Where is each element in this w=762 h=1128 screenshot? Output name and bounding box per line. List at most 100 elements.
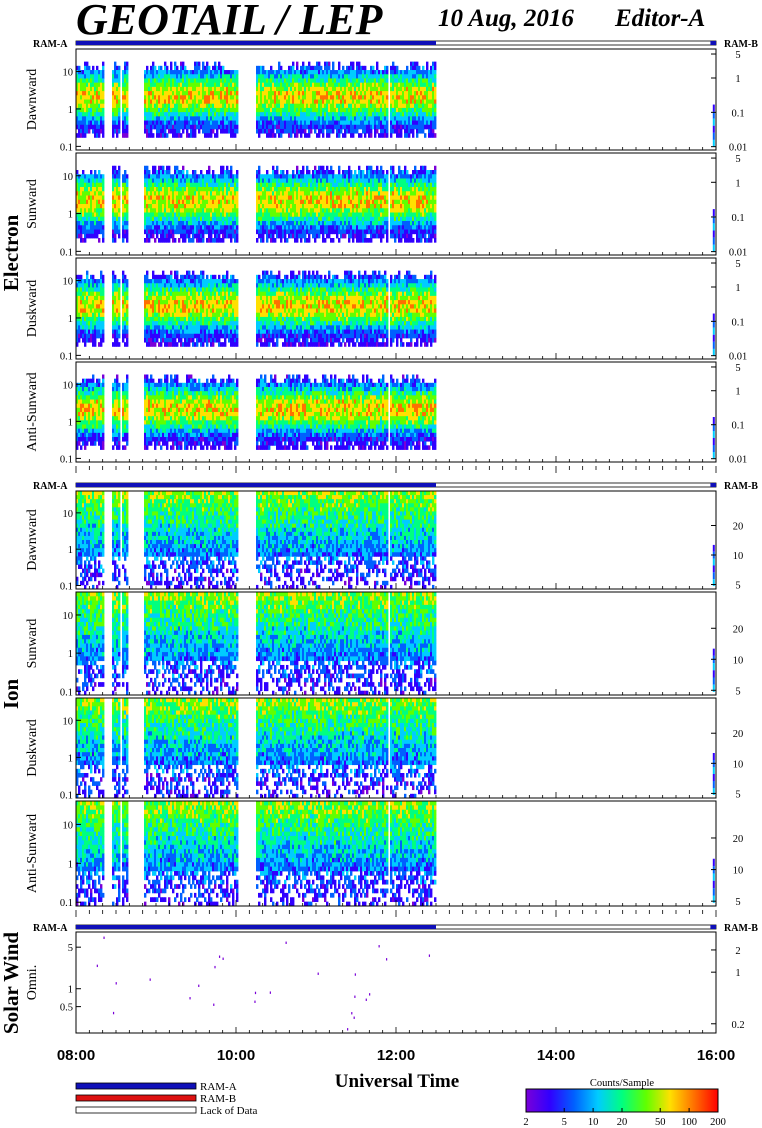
- panel-label: Duskward: [25, 719, 40, 777]
- mode-label-right: RAM-B: [724, 481, 758, 492]
- legend-label: RAM-A: [200, 1081, 237, 1093]
- right-tick-label: 1: [735, 968, 740, 979]
- panel-label: Omni.: [25, 965, 40, 1000]
- legend-swatch: [75, 1094, 197, 1102]
- time-tick-label: 12:00: [377, 1047, 415, 1064]
- legend-swatch: [75, 1106, 197, 1114]
- left-tick-label: 10: [63, 509, 74, 520]
- mode-bar-ram-b-segment: [710, 925, 716, 929]
- color-bar-tick-label: 10: [588, 1117, 599, 1128]
- right-tick-label: 0.1: [731, 108, 744, 119]
- spectrogram-panels: RAM-A RAM-B Electron Dawnward 10 1 0.1 5 1 0.1 0.0…: [0, 39, 758, 1034]
- right-tick-label: 0.1: [731, 213, 744, 224]
- left-tick-label: 10: [63, 380, 74, 391]
- panel-omni: Omni. 5 1 0.5 2 1 0.2: [25, 931, 745, 1034]
- left-tick-label: 5: [68, 943, 73, 954]
- panel-sunward: Sunward 10 1 0.1 20 10 5: [25, 591, 744, 698]
- plot-editor: Editor-A: [614, 5, 705, 32]
- panel-sunward: Sunward 10 1 0.1 5 1 0.1 0.01: [25, 152, 747, 259]
- panel-label: Anti-Sunward: [25, 814, 40, 893]
- color-bar-tick-label: 2: [523, 1117, 528, 1128]
- color-bar-tick-label: 100: [681, 1117, 697, 1128]
- left-tick-label: 0.1: [60, 247, 73, 258]
- legend-label: RAM-B: [200, 1093, 236, 1105]
- panel-duskward: Duskward 10 1 0.1 20 10 5: [25, 697, 744, 801]
- panel-label: Dawnward: [25, 509, 40, 570]
- left-tick-label: 1: [68, 859, 73, 870]
- right-tick-label: 20: [733, 834, 744, 845]
- time-axis: 08:00 10:00 12:00 14:00 16:00 Universal Time: [57, 1047, 735, 1092]
- color-bar-tick-label: 200: [710, 1117, 726, 1128]
- left-tick-label: 1: [68, 210, 73, 221]
- color-bar-title: Counts/Sample: [590, 1078, 655, 1089]
- mode-label-left: RAM-A: [33, 923, 68, 934]
- mode-bar-ram-a: [76, 41, 436, 45]
- right-tick-label: 10: [733, 866, 744, 877]
- left-tick-label: 1: [68, 417, 73, 428]
- left-tick-label: 10: [63, 68, 74, 79]
- mode-label-right: RAM-B: [724, 39, 758, 50]
- right-tick-label: 1: [735, 283, 740, 294]
- right-tick-label: 5: [735, 50, 740, 61]
- right-tick-label: 5: [735, 154, 740, 165]
- panel-anti-sunward: Anti-Sunward 10 1 0.1 20 10 5: [25, 800, 744, 909]
- panel-anti-sunward: Anti-Sunward 10 1 0.1 5 1 0.1 0.01: [25, 361, 747, 466]
- right-tick-label: 20: [733, 624, 744, 635]
- mode-bar: RAM-A RAM-B: [33, 923, 758, 934]
- left-tick-label: 1: [68, 105, 73, 116]
- right-tick-label: 0.2: [731, 1020, 744, 1031]
- right-tick-label: 5: [735, 789, 740, 800]
- mode-bar-ram-b-segment: [710, 483, 716, 487]
- group-label: Solar Wind: [0, 932, 23, 1034]
- right-tick-label: 0.01: [729, 455, 747, 466]
- color-bar-tick-label: 20: [617, 1117, 628, 1128]
- left-tick-label: 10: [63, 172, 74, 183]
- left-tick-label: 0.5: [60, 1003, 73, 1014]
- left-tick-label: 0.1: [60, 581, 73, 592]
- color-bar-tick-label: 5: [562, 1117, 567, 1128]
- mode-bar-ram-a: [76, 925, 436, 929]
- left-tick-label: 1: [68, 753, 73, 764]
- mode-label-right: RAM-B: [724, 923, 758, 934]
- right-tick-label: 20: [733, 522, 744, 533]
- right-tick-label: 1: [735, 74, 740, 85]
- legend-label: Lack of Data: [200, 1105, 258, 1117]
- right-tick-label: 10: [733, 655, 744, 666]
- legend-swatch: [75, 1082, 197, 1090]
- panel-label: Sunward: [25, 179, 40, 229]
- group-label: Ion: [0, 679, 23, 710]
- right-tick-label: 0.01: [729, 352, 747, 363]
- panel-label: Duskward: [25, 280, 40, 338]
- left-tick-label: 1: [68, 985, 73, 996]
- right-tick-label: 2: [735, 946, 740, 957]
- time-tick-label: 08:00: [57, 1047, 95, 1064]
- left-tick-label: 0.1: [60, 351, 73, 362]
- right-tick-label: 5: [735, 363, 740, 374]
- plot-date: 10 Aug, 2016: [438, 5, 574, 32]
- color-bar-tick-label: 50: [655, 1117, 666, 1128]
- color-scale: Counts/Sample 2 5 10 20 50 100 200: [523, 1078, 726, 1128]
- x-axis-label: Universal Time: [335, 1071, 459, 1092]
- right-tick-label: 5: [735, 259, 740, 270]
- mode-label-left: RAM-A: [33, 481, 68, 492]
- left-tick-label: 1: [68, 314, 73, 325]
- right-tick-label: 0.01: [729, 143, 747, 154]
- left-tick-label: 1: [68, 545, 73, 556]
- mode-bar-ram-a: [76, 483, 436, 487]
- group-electron: RAM-A RAM-B Electron Dawnward 10 1 0.1 5 1 0.1 0.0…: [0, 39, 758, 466]
- right-tick-label: 5: [735, 581, 740, 592]
- panel-duskward: Duskward 10 1 0.1 5 1 0.1 0.01: [25, 257, 747, 363]
- left-tick-label: 0.1: [60, 454, 73, 465]
- right-tick-label: 20: [733, 729, 744, 740]
- right-tick-label: 1: [735, 178, 740, 189]
- mode-label-left: RAM-A: [33, 39, 68, 50]
- right-tick-label: 0.1: [731, 317, 744, 328]
- left-tick-label: 10: [63, 611, 74, 622]
- left-tick-label: 0.1: [60, 898, 73, 909]
- right-tick-label: 1: [735, 387, 740, 398]
- left-tick-label: 0.1: [60, 687, 73, 698]
- right-tick-label: 10: [733, 551, 744, 562]
- mode-bar: RAM-A RAM-B: [33, 39, 758, 50]
